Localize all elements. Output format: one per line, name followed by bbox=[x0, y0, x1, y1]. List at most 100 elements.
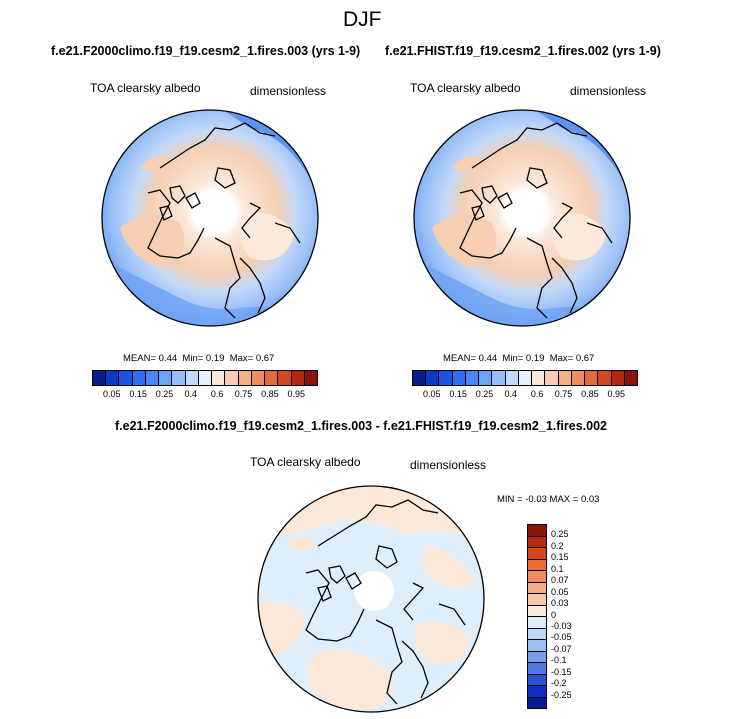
colorbar-swatch bbox=[439, 371, 453, 385]
panel-right-stats: MEAN= 0.44 Min= 0.19 Max= 0.67 bbox=[443, 353, 595, 364]
colorbar-tick-label: 0.05 bbox=[551, 586, 569, 597]
colorbar-swatch bbox=[528, 697, 546, 708]
colorbar-swatch bbox=[479, 371, 493, 385]
colorbar-tick-label: 0.95 bbox=[287, 389, 305, 399]
colorbar-swatch bbox=[528, 605, 546, 617]
colorbar-swatch bbox=[238, 371, 252, 385]
colorbar-swatch bbox=[598, 371, 612, 385]
colorbar-tick-label: 0.85 bbox=[261, 389, 279, 399]
diff-panel-units: dimensionless bbox=[410, 458, 487, 472]
colorbar-tick-label: -0.1 bbox=[551, 655, 567, 666]
colorbar-swatch bbox=[465, 371, 480, 385]
colorbar-tick-label: 0.25 bbox=[475, 389, 494, 399]
colorbar-swatch bbox=[251, 371, 266, 385]
colorbar-swatch bbox=[132, 371, 146, 385]
colorbar-tick-label: 0.1 bbox=[551, 563, 564, 574]
colorbar-diff bbox=[527, 524, 547, 709]
colorbar-tick-label: 0.6 bbox=[210, 389, 224, 399]
colorbar-tick-label: 0.4 bbox=[184, 389, 198, 399]
colorbar-swatch bbox=[518, 371, 533, 385]
colorbar-swatch bbox=[571, 371, 586, 385]
colorbar-swatch bbox=[528, 536, 546, 548]
colorbar-swatch bbox=[265, 371, 279, 385]
panel-right-units: dimensionless bbox=[570, 84, 647, 98]
colorbar-swatch bbox=[585, 371, 599, 385]
diff-panel-minmax: MIN = -0.03 MAX = 0.03 bbox=[497, 494, 600, 505]
colorbar-tick-label: -0.03 bbox=[551, 620, 572, 631]
polar-map-right bbox=[413, 109, 631, 327]
colorbar-swatch bbox=[528, 674, 546, 686]
colorbar-swatch bbox=[426, 371, 440, 385]
colorbar-tick-label: 0.25 bbox=[551, 529, 569, 540]
colorbar-swatch bbox=[291, 371, 305, 385]
colorbar-tick-label: 0.95 bbox=[607, 389, 625, 399]
colorbar-swatch bbox=[212, 371, 226, 385]
colorbar-tick-label: 0.05 bbox=[102, 389, 121, 399]
colorbar-tick-label: 0.25 bbox=[155, 389, 174, 399]
colorbar-tick-label: -0.07 bbox=[551, 643, 572, 654]
colorbar-tick-label: 0.75 bbox=[554, 389, 573, 399]
colorbar-swatch bbox=[413, 371, 427, 385]
colorbar-swatch bbox=[624, 371, 637, 385]
colorbar-swatch bbox=[185, 371, 199, 385]
colorbar-swatch bbox=[528, 594, 546, 606]
colorbar-swatch bbox=[172, 371, 186, 385]
colorbar-swatch bbox=[492, 371, 506, 385]
colorbar-swatch bbox=[528, 686, 546, 698]
colorbar-swatch bbox=[225, 371, 239, 385]
colorbar-swatch bbox=[528, 525, 546, 537]
colorbar-tick-label: -0.05 bbox=[551, 632, 572, 643]
colorbar-tick-label: -0.15 bbox=[551, 666, 572, 677]
colorbar-swatch bbox=[528, 640, 546, 652]
colorbar-swatch bbox=[528, 651, 546, 663]
polar-map-left bbox=[101, 109, 319, 327]
colorbar-tick-label: 0.2 bbox=[551, 540, 564, 551]
colorbar-tick-label: 0.85 bbox=[581, 389, 599, 399]
colorbar-swatch bbox=[528, 548, 546, 560]
colorbar-tick-label: 0.75 bbox=[234, 389, 253, 399]
colorbar-tick-label: 0.6 bbox=[530, 389, 544, 399]
colorbar-tick-label: 0.4 bbox=[504, 389, 518, 399]
colorbar-swatch bbox=[106, 371, 120, 385]
panel-right-variable: TOA clearsky albedo bbox=[410, 81, 521, 95]
panel-left-case: f.e21.F2000climo.f19_f19.cesm2_1.fires.0… bbox=[51, 44, 361, 58]
colorbar-swatch bbox=[532, 371, 546, 385]
colorbar-swatch bbox=[545, 371, 559, 385]
colorbar-swatch bbox=[452, 371, 466, 385]
colorbar-tick-label: 0.15 bbox=[551, 552, 569, 563]
colorbar-tick-label: 0.15 bbox=[129, 389, 147, 399]
colorbar-swatch bbox=[528, 582, 546, 594]
colorbar-swatch bbox=[528, 628, 546, 640]
colorbar-swatch bbox=[528, 559, 546, 571]
colorbar-swatch bbox=[611, 371, 625, 385]
diff-panel-case: f.e21.F2000climo.f19_f19.cesm2_1.fires.0… bbox=[115, 419, 607, 433]
colorbar-swatch bbox=[145, 371, 160, 385]
colorbar-tick-label: 0.15 bbox=[449, 389, 467, 399]
diff-panel-variable: TOA clearsky albedo bbox=[250, 455, 361, 469]
panel-left-variable: TOA clearsky albedo bbox=[90, 81, 201, 95]
colorbar-right bbox=[412, 370, 638, 386]
colorbar-swatch bbox=[119, 371, 133, 385]
colorbar-swatch bbox=[198, 371, 213, 385]
colorbar-tick-label: 0 bbox=[551, 609, 557, 620]
colorbar-swatch bbox=[528, 617, 546, 629]
colorbar-tick-label: 0.07 bbox=[551, 575, 569, 586]
colorbar-left bbox=[92, 370, 318, 386]
colorbar-swatch bbox=[558, 371, 572, 385]
colorbar-tick-label: -0.25 bbox=[551, 689, 572, 700]
colorbar-swatch bbox=[505, 371, 519, 385]
colorbar-tick-label: -0.2 bbox=[551, 678, 567, 689]
colorbar-swatch bbox=[159, 371, 173, 385]
figure-title: DJF bbox=[343, 8, 382, 31]
panel-right-case: f.e21.FHIST.f19_f19.cesm2_1.fires.002 (y… bbox=[385, 44, 661, 58]
colorbar-swatch bbox=[304, 371, 317, 385]
colorbar-tick-label: 0.05 bbox=[422, 389, 441, 399]
colorbar-swatch bbox=[528, 571, 546, 583]
polar-map-diff bbox=[257, 485, 485, 713]
colorbar-tick-label: 0.03 bbox=[551, 598, 569, 609]
panel-left-units: dimensionless bbox=[250, 84, 327, 98]
colorbar-swatch bbox=[93, 371, 107, 385]
colorbar-swatch bbox=[528, 663, 546, 675]
panel-left-stats: MEAN= 0.44 Min= 0.19 Max= 0.67 bbox=[123, 353, 275, 364]
colorbar-swatch bbox=[278, 371, 292, 385]
